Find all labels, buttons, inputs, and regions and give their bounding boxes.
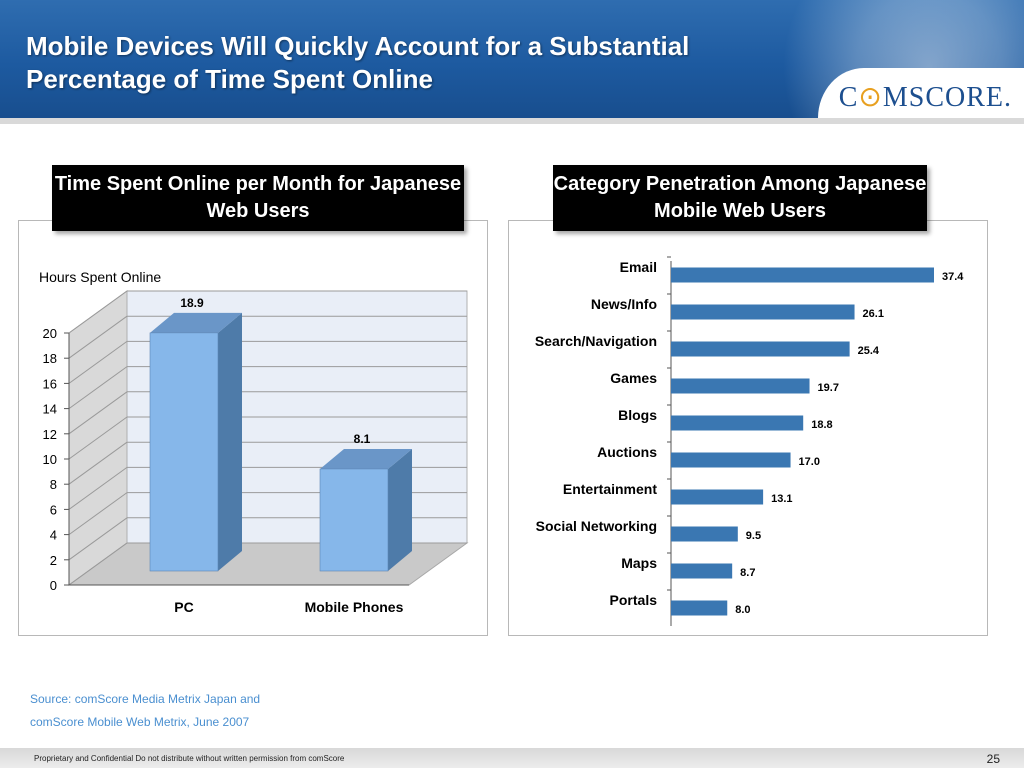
bar-email	[671, 267, 934, 283]
gridline-side	[68, 315, 128, 359]
category-label: Games	[610, 370, 657, 386]
logo-plate	[818, 68, 1024, 118]
gridline-side	[68, 340, 128, 384]
y-tick-label: 10	[43, 452, 57, 467]
category-penetration-panel: Email 37.4 News/Info 26.1 Search/Navigation 2…	[508, 220, 988, 636]
category-label: Entertainment	[563, 481, 657, 497]
y-tick-label: 2	[50, 553, 57, 568]
page-number: 25	[986, 752, 1000, 766]
category-label: News/Info	[591, 296, 657, 312]
bar-side	[218, 312, 242, 571]
category-penetration-banner: Category Penetration Among Japanese Mobi…	[553, 165, 927, 231]
value-label: 9.5	[746, 530, 761, 542]
footer-bar	[0, 748, 1024, 768]
y-tick-label: 8	[50, 477, 57, 492]
category-label: PC	[174, 599, 193, 615]
value-label: 26.1	[863, 308, 884, 320]
gridline-side	[68, 391, 128, 435]
bar-mobile-phones	[319, 468, 389, 572]
time-spent-banner: Time Spent Online per Month for Japanese…	[52, 165, 464, 231]
y-axis-label: Hours Spent Online	[39, 269, 161, 285]
footer-disclaimer: Proprietary and Confidential Do not dist…	[34, 754, 345, 763]
y-tick-label: 14	[43, 402, 57, 417]
bar-maps	[671, 563, 733, 579]
bar-search-navigation	[671, 341, 850, 357]
bar-top	[150, 312, 242, 333]
gridline-side	[68, 290, 128, 334]
value-label: 8.1	[354, 432, 371, 446]
source-line-2: comScore Mobile Web Metrix, June 2007	[30, 715, 250, 729]
value-label: 13.1	[771, 493, 792, 505]
bar-auctions	[671, 452, 791, 468]
bar-games	[671, 378, 810, 394]
bar-social-networking	[671, 526, 738, 542]
y-tick-label: 0	[50, 578, 57, 593]
gridline-side	[68, 492, 128, 536]
gridline-side	[68, 366, 128, 410]
gridline-side	[68, 517, 128, 561]
slide-title: Mobile Devices Will Quickly Account for …	[26, 31, 690, 94]
source-note: Source: comScore Media Metrix Japan and …	[30, 688, 260, 734]
value-label: 8.7	[740, 567, 755, 579]
time-spent-chart: Hours Spent Online 0 2 4 6 8 10 12 14 16 18 20 18.9 P…	[39, 269, 469, 615]
value-label: 19.7	[818, 382, 839, 394]
category-label: Maps	[621, 555, 657, 571]
source-line-1: Source: comScore Media Metrix Japan and	[30, 692, 261, 706]
slide-header: Mobile Devices Will Quickly Account for …	[0, 0, 1024, 118]
value-label: 8.0	[735, 604, 750, 616]
gridline-side	[68, 416, 128, 460]
bar-news-info	[671, 304, 855, 320]
category-label: Email	[620, 259, 657, 275]
bar-top	[320, 448, 412, 469]
comscore-logo: C⊙MSCORE.	[838, 82, 1012, 113]
category-label: Mobile Phones	[305, 599, 404, 615]
gridline-side	[68, 441, 128, 485]
category-label: Auctions	[597, 444, 657, 460]
time-spent-panel: Hours Spent Online 0 2 4 6 8 10 12 14 16 18 20 18.9 P…	[18, 220, 488, 636]
y-tick-label: 6	[50, 502, 57, 517]
header-divider	[0, 118, 1024, 124]
value-label: 18.9	[180, 296, 204, 310]
logo-mark-icon: ⊙	[858, 82, 883, 113]
y-tick-label: 18	[43, 351, 57, 366]
category-label: Portals	[610, 592, 658, 608]
bar-portals	[671, 600, 728, 616]
bar-blogs	[671, 415, 804, 431]
category-penetration-chart: Email 37.4 News/Info 26.1 Search/Navigation 2…	[535, 256, 964, 626]
y-tick-label: 4	[50, 528, 57, 543]
bar-side	[388, 448, 412, 571]
value-label: 25.4	[858, 345, 880, 357]
gridline-side	[68, 466, 128, 510]
value-label: 17.0	[799, 456, 820, 468]
y-tick-label: 16	[43, 376, 57, 391]
bar-pc	[149, 332, 219, 572]
category-label: Social Networking	[536, 518, 657, 534]
y-tick-label: 20	[43, 326, 57, 341]
gridline-side	[68, 542, 128, 586]
category-label: Blogs	[618, 407, 657, 423]
y-tick-label: 12	[43, 427, 57, 442]
category-label: Search/Navigation	[535, 333, 657, 349]
value-label: 37.4	[942, 271, 964, 283]
value-label: 18.8	[811, 419, 832, 431]
bar-entertainment	[671, 489, 764, 505]
